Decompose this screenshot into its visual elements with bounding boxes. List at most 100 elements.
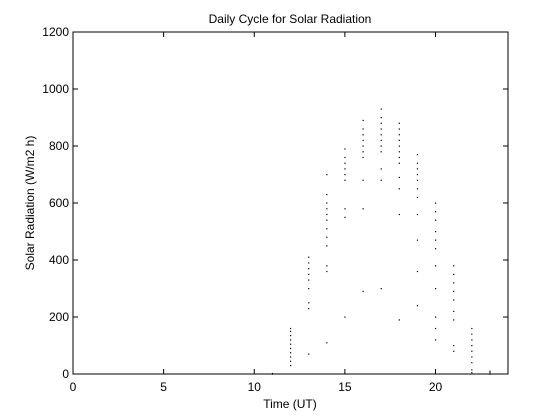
data-point-0-103 xyxy=(453,282,455,284)
data-point-0-102 xyxy=(453,290,455,293)
data-point-0-26 xyxy=(326,228,328,230)
y-tick-label-2: 400 xyxy=(49,253,69,267)
data-point-0-60 xyxy=(380,122,382,124)
x-tick-label-1: 5 xyxy=(160,380,167,394)
data-point-0-111 xyxy=(471,345,473,347)
data-point-0-58 xyxy=(380,134,382,136)
data-point-0-20 xyxy=(308,256,310,258)
data-point-0-116 xyxy=(489,372,491,374)
y-tick-label-0: 0 xyxy=(62,367,69,381)
data-point-0-33 xyxy=(344,316,346,318)
data-point-0-53 xyxy=(380,179,382,181)
data-point-0-47 xyxy=(362,145,364,147)
data-point-0-79 xyxy=(416,196,419,198)
data-point-0-80 xyxy=(416,188,419,190)
data-point-0-70 xyxy=(398,145,400,147)
data-point-0-84 xyxy=(416,162,419,164)
data-point-0-35 xyxy=(344,208,346,210)
data-point-0-39 xyxy=(344,162,346,164)
data-point-0-101 xyxy=(453,299,455,301)
data-point-0-44 xyxy=(362,179,364,181)
data-point-0-2 xyxy=(290,364,292,367)
data-point-0-78 xyxy=(416,213,419,216)
y-tick-label-5: 1000 xyxy=(42,82,69,96)
data-point-0-10 xyxy=(290,330,292,332)
data-point-0-37 xyxy=(344,174,346,176)
data-point-0-46 xyxy=(362,151,364,153)
data-point-0-86 xyxy=(435,339,437,341)
data-point-0-61 xyxy=(380,117,382,119)
data-point-0-114 xyxy=(471,327,473,330)
data-point-0-27 xyxy=(326,219,328,221)
data-point-0-5 xyxy=(290,352,292,354)
data-point-0-36 xyxy=(344,179,346,181)
data-point-0-83 xyxy=(416,168,419,170)
data-point-0-94 xyxy=(435,219,437,221)
data-point-0-85 xyxy=(416,154,419,156)
data-point-0-90 xyxy=(435,265,437,267)
x-tick-label-0: 0 xyxy=(70,380,77,394)
data-point-0-13 xyxy=(308,307,310,310)
data-point-0-65 xyxy=(398,188,400,190)
data-point-0-87 xyxy=(435,327,437,330)
data-point-0-6 xyxy=(290,347,292,350)
data-point-0-52 xyxy=(380,288,382,290)
data-point-0-3 xyxy=(290,360,292,362)
chart-title: Daily Cycle for Solar Radiation xyxy=(209,12,372,26)
data-point-0-105 xyxy=(453,265,455,267)
data-point-0-68 xyxy=(398,156,400,159)
plot-frame xyxy=(72,31,509,375)
data-point-0-32 xyxy=(326,174,328,176)
data-point-0-17 xyxy=(308,273,310,275)
data-point-0-110 xyxy=(471,350,473,352)
data-point-0-113 xyxy=(471,333,473,335)
data-point-0-88 xyxy=(435,316,437,318)
data-point-0-77 xyxy=(416,239,419,241)
data-point-0-51 xyxy=(362,119,364,122)
data-point-0-67 xyxy=(398,162,400,164)
data-point-0-24 xyxy=(326,245,328,247)
data-point-0-9 xyxy=(290,335,292,337)
data-point-0-107 xyxy=(471,369,473,371)
data-point-0-117 xyxy=(489,370,491,372)
data-point-0-71 xyxy=(398,139,400,141)
x-tick-label-2: 10 xyxy=(248,380,262,394)
data-point-0-75 xyxy=(416,305,419,307)
data-point-0-59 xyxy=(380,128,382,130)
data-point-0-1 xyxy=(271,372,274,375)
data-point-0-4 xyxy=(290,356,292,358)
data-point-0-22 xyxy=(326,270,328,273)
data-point-0-91 xyxy=(435,248,437,250)
data-point-0-62 xyxy=(380,108,382,110)
data-point-0-38 xyxy=(344,168,346,170)
data-point-0-40 xyxy=(344,156,346,159)
data-point-0-48 xyxy=(362,139,364,141)
data-point-0-108 xyxy=(471,362,473,364)
data-point-0-12 xyxy=(308,353,310,355)
data-point-0-50 xyxy=(362,128,364,130)
data-point-0-28 xyxy=(326,213,328,216)
data-point-0-74 xyxy=(398,122,400,124)
data-point-0-98 xyxy=(453,345,455,347)
data-point-0-97 xyxy=(453,350,455,352)
data-point-0-106 xyxy=(471,372,473,374)
data-point-0-8 xyxy=(290,339,292,341)
data-point-0-18 xyxy=(308,268,310,270)
data-point-0-76 xyxy=(416,270,419,273)
data-point-0-56 xyxy=(380,145,382,147)
data-point-0-112 xyxy=(471,339,473,341)
data-point-0-115 xyxy=(489,373,491,375)
data-point-0-31 xyxy=(326,193,328,196)
data-point-0-100 xyxy=(453,310,455,312)
x-tick-label-3: 15 xyxy=(338,380,352,394)
data-point-0-25 xyxy=(326,236,328,238)
data-point-0-69 xyxy=(398,151,400,153)
data-point-0-99 xyxy=(453,319,455,321)
y-tick-label-1: 200 xyxy=(49,310,69,324)
data-point-0-93 xyxy=(435,231,437,233)
data-point-0-55 xyxy=(380,151,382,153)
x-tick-label-4: 20 xyxy=(429,380,443,394)
data-point-0-43 xyxy=(362,208,364,210)
